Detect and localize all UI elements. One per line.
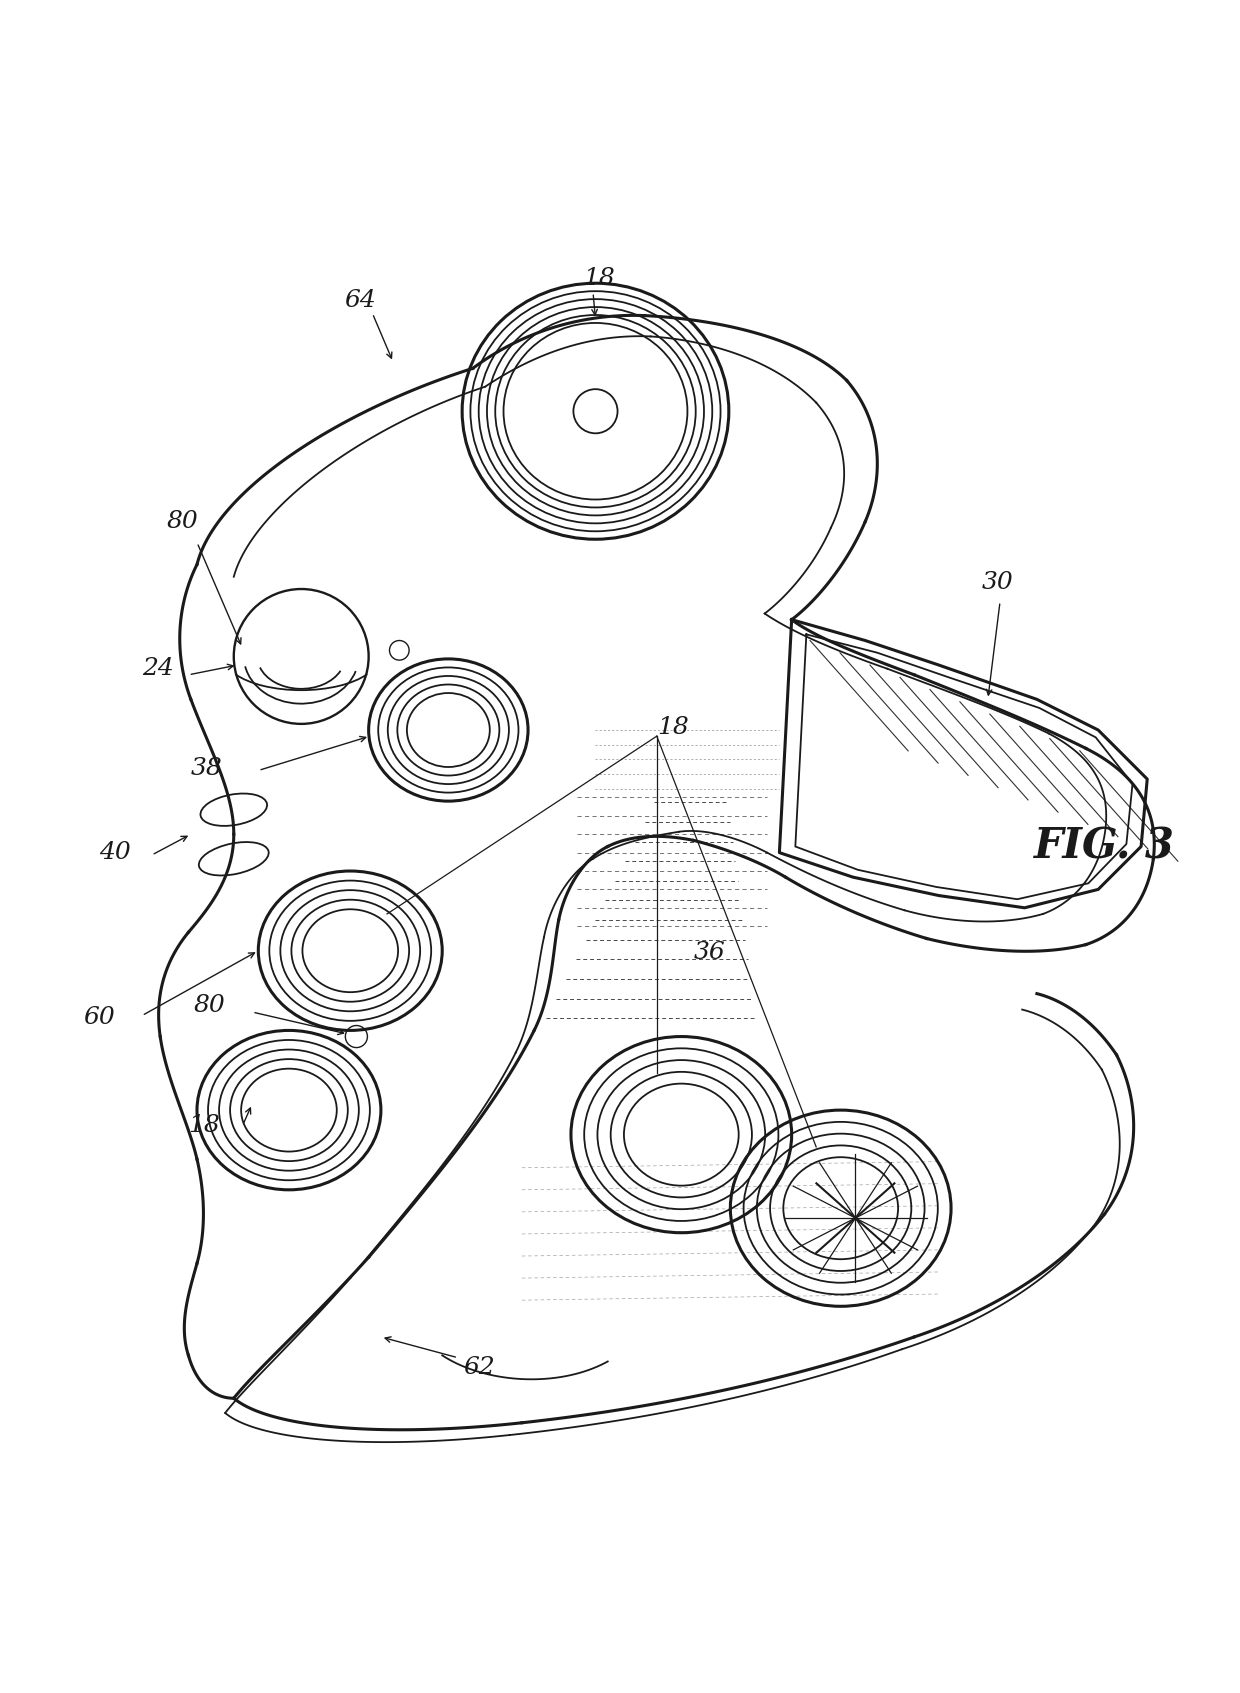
Ellipse shape: [201, 794, 267, 826]
Text: 36: 36: [693, 941, 725, 965]
Text: 30: 30: [982, 571, 1013, 594]
Text: 62: 62: [463, 1356, 495, 1378]
Text: 80: 80: [193, 994, 226, 1017]
Text: 18: 18: [188, 1114, 221, 1138]
Text: 64: 64: [345, 290, 376, 312]
Text: 60: 60: [83, 1006, 115, 1029]
Text: 80: 80: [166, 510, 198, 533]
Text: 24: 24: [141, 657, 174, 681]
Text: 38: 38: [191, 757, 223, 780]
Text: 18: 18: [583, 267, 615, 290]
Text: FIG. 3: FIG. 3: [1034, 826, 1174, 867]
Text: 40: 40: [99, 841, 130, 863]
Text: 18: 18: [657, 716, 688, 738]
Ellipse shape: [198, 841, 269, 875]
